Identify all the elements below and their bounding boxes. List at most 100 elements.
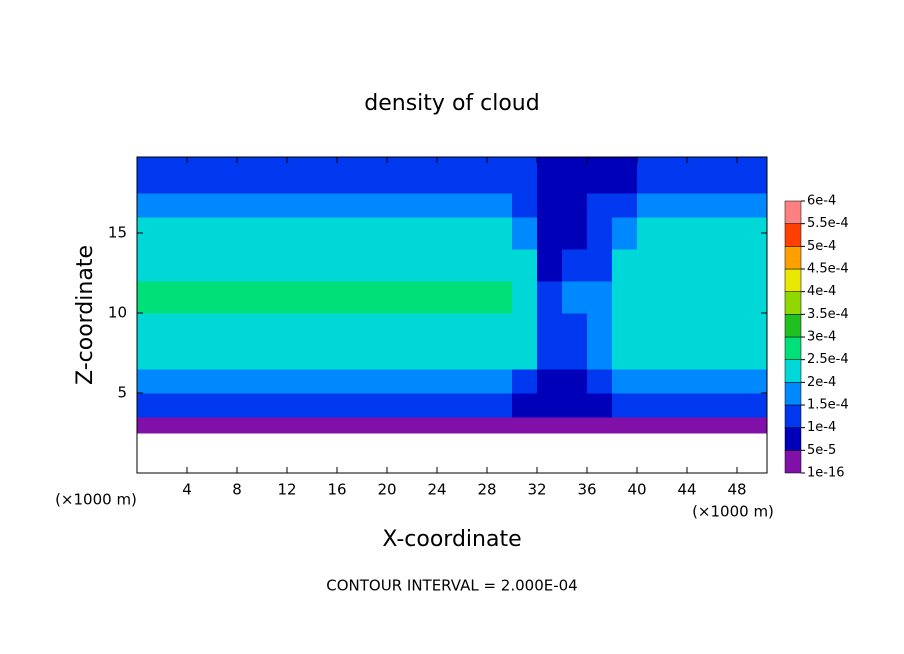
contour-cell (187, 157, 238, 194)
colorbar-label: 1e-16 (807, 466, 845, 481)
footer-note: CONTOUR INTERVAL = 2.000E-04 (326, 577, 577, 595)
contour-cell (562, 369, 588, 394)
contour-cell (537, 313, 563, 346)
contour-cell (137, 193, 188, 218)
contour-cell (237, 217, 288, 250)
contour-cell (612, 217, 638, 250)
contour-cell (287, 281, 338, 314)
contour-cell (237, 345, 288, 370)
contour-cell (537, 193, 563, 218)
colorbar-swatch (784, 268, 802, 292)
contour-cell (687, 217, 738, 250)
contour-cell (512, 157, 538, 194)
contour-cell (137, 217, 188, 250)
contour-cell (562, 281, 588, 314)
contour-cell (637, 217, 688, 250)
contour-cell (387, 281, 438, 314)
contour-cell (387, 193, 438, 218)
contour-cell (512, 193, 538, 218)
contour-cell (737, 157, 768, 194)
contour-cell (437, 281, 488, 314)
contour-cell (737, 249, 768, 282)
colorbar-swatch (784, 404, 802, 428)
contour-cell (437, 217, 488, 250)
contour-cell (562, 417, 588, 434)
contour-cell (737, 393, 768, 418)
contour-cell (687, 193, 738, 218)
contour-cell (437, 345, 488, 370)
y-tick-label: 10 (108, 304, 127, 322)
contour-cell (337, 217, 388, 250)
y-unit: (×1000 m) (55, 491, 137, 509)
contour-cell (237, 393, 288, 418)
contour-cell (737, 313, 768, 346)
colorbar-label: 5.5e-4 (807, 216, 849, 231)
contour-cell (587, 193, 613, 218)
contour-cell (537, 281, 563, 314)
contour-cell (737, 193, 768, 218)
contour-cell (687, 345, 738, 370)
contour-cell (512, 249, 538, 282)
x-tick-label: 16 (327, 481, 346, 499)
contour-cell (437, 193, 488, 218)
contour-cell (512, 369, 538, 394)
contour-cell (587, 369, 613, 394)
colorbar-label: 3e-4 (807, 330, 836, 345)
contour-cell (487, 217, 513, 250)
contour-cell (437, 369, 488, 394)
contour-cell (187, 417, 238, 434)
colorbar-label: 2.5e-4 (807, 352, 849, 367)
contour-cell (487, 193, 513, 218)
contour-cell (537, 217, 563, 250)
contour-cell (587, 249, 613, 282)
contour-cell (287, 217, 338, 250)
contour-cell (587, 217, 613, 250)
contour-cell (437, 313, 488, 346)
x-tick-label: 4 (182, 481, 192, 499)
colorbar-swatch (784, 246, 802, 270)
contour-cell (562, 217, 588, 250)
contour-cell (587, 393, 613, 418)
contour-cell (537, 249, 563, 282)
contour-cell (737, 369, 768, 394)
contour-cell (637, 393, 688, 418)
contour-cell (387, 249, 438, 282)
plot-frame (136, 156, 768, 474)
contour-cell (187, 369, 238, 394)
contour-cell (587, 417, 613, 434)
contour-cell (187, 393, 238, 418)
y-tick-label: 15 (108, 224, 127, 242)
colorbar-swatch (784, 359, 802, 383)
colorbar-swatch (784, 223, 802, 247)
contour-cell (587, 345, 613, 370)
contour-cell (537, 393, 563, 418)
contour-cell (612, 369, 638, 394)
contour-cell (537, 369, 563, 394)
contour-cell (287, 313, 338, 346)
y-axis-label: Z-coordinate (73, 245, 98, 385)
x-tick-label: 44 (677, 481, 696, 499)
contour-cell (487, 249, 513, 282)
contour-cell (187, 313, 238, 346)
contour-cell (612, 157, 638, 194)
contour-cell (612, 249, 638, 282)
contour-cell (562, 345, 588, 370)
colorbar-swatch (784, 200, 802, 224)
x-tick-label: 36 (577, 481, 596, 499)
contour-cell (137, 417, 188, 434)
contour-cell (512, 281, 538, 314)
contour-cell (237, 369, 288, 394)
contour-cell (562, 393, 588, 418)
contour-cell (512, 313, 538, 346)
contour-cell (487, 345, 513, 370)
contour-cell (337, 193, 388, 218)
contour-cell (237, 313, 288, 346)
contour-cell (237, 157, 288, 194)
contour-cell (637, 313, 688, 346)
contour-cell (387, 393, 438, 418)
colorbar-label: 6e-4 (807, 194, 836, 209)
x-tick-label: 40 (627, 481, 646, 499)
contour-cell (612, 345, 638, 370)
contour-cell (737, 345, 768, 370)
contour-cell (437, 157, 488, 194)
